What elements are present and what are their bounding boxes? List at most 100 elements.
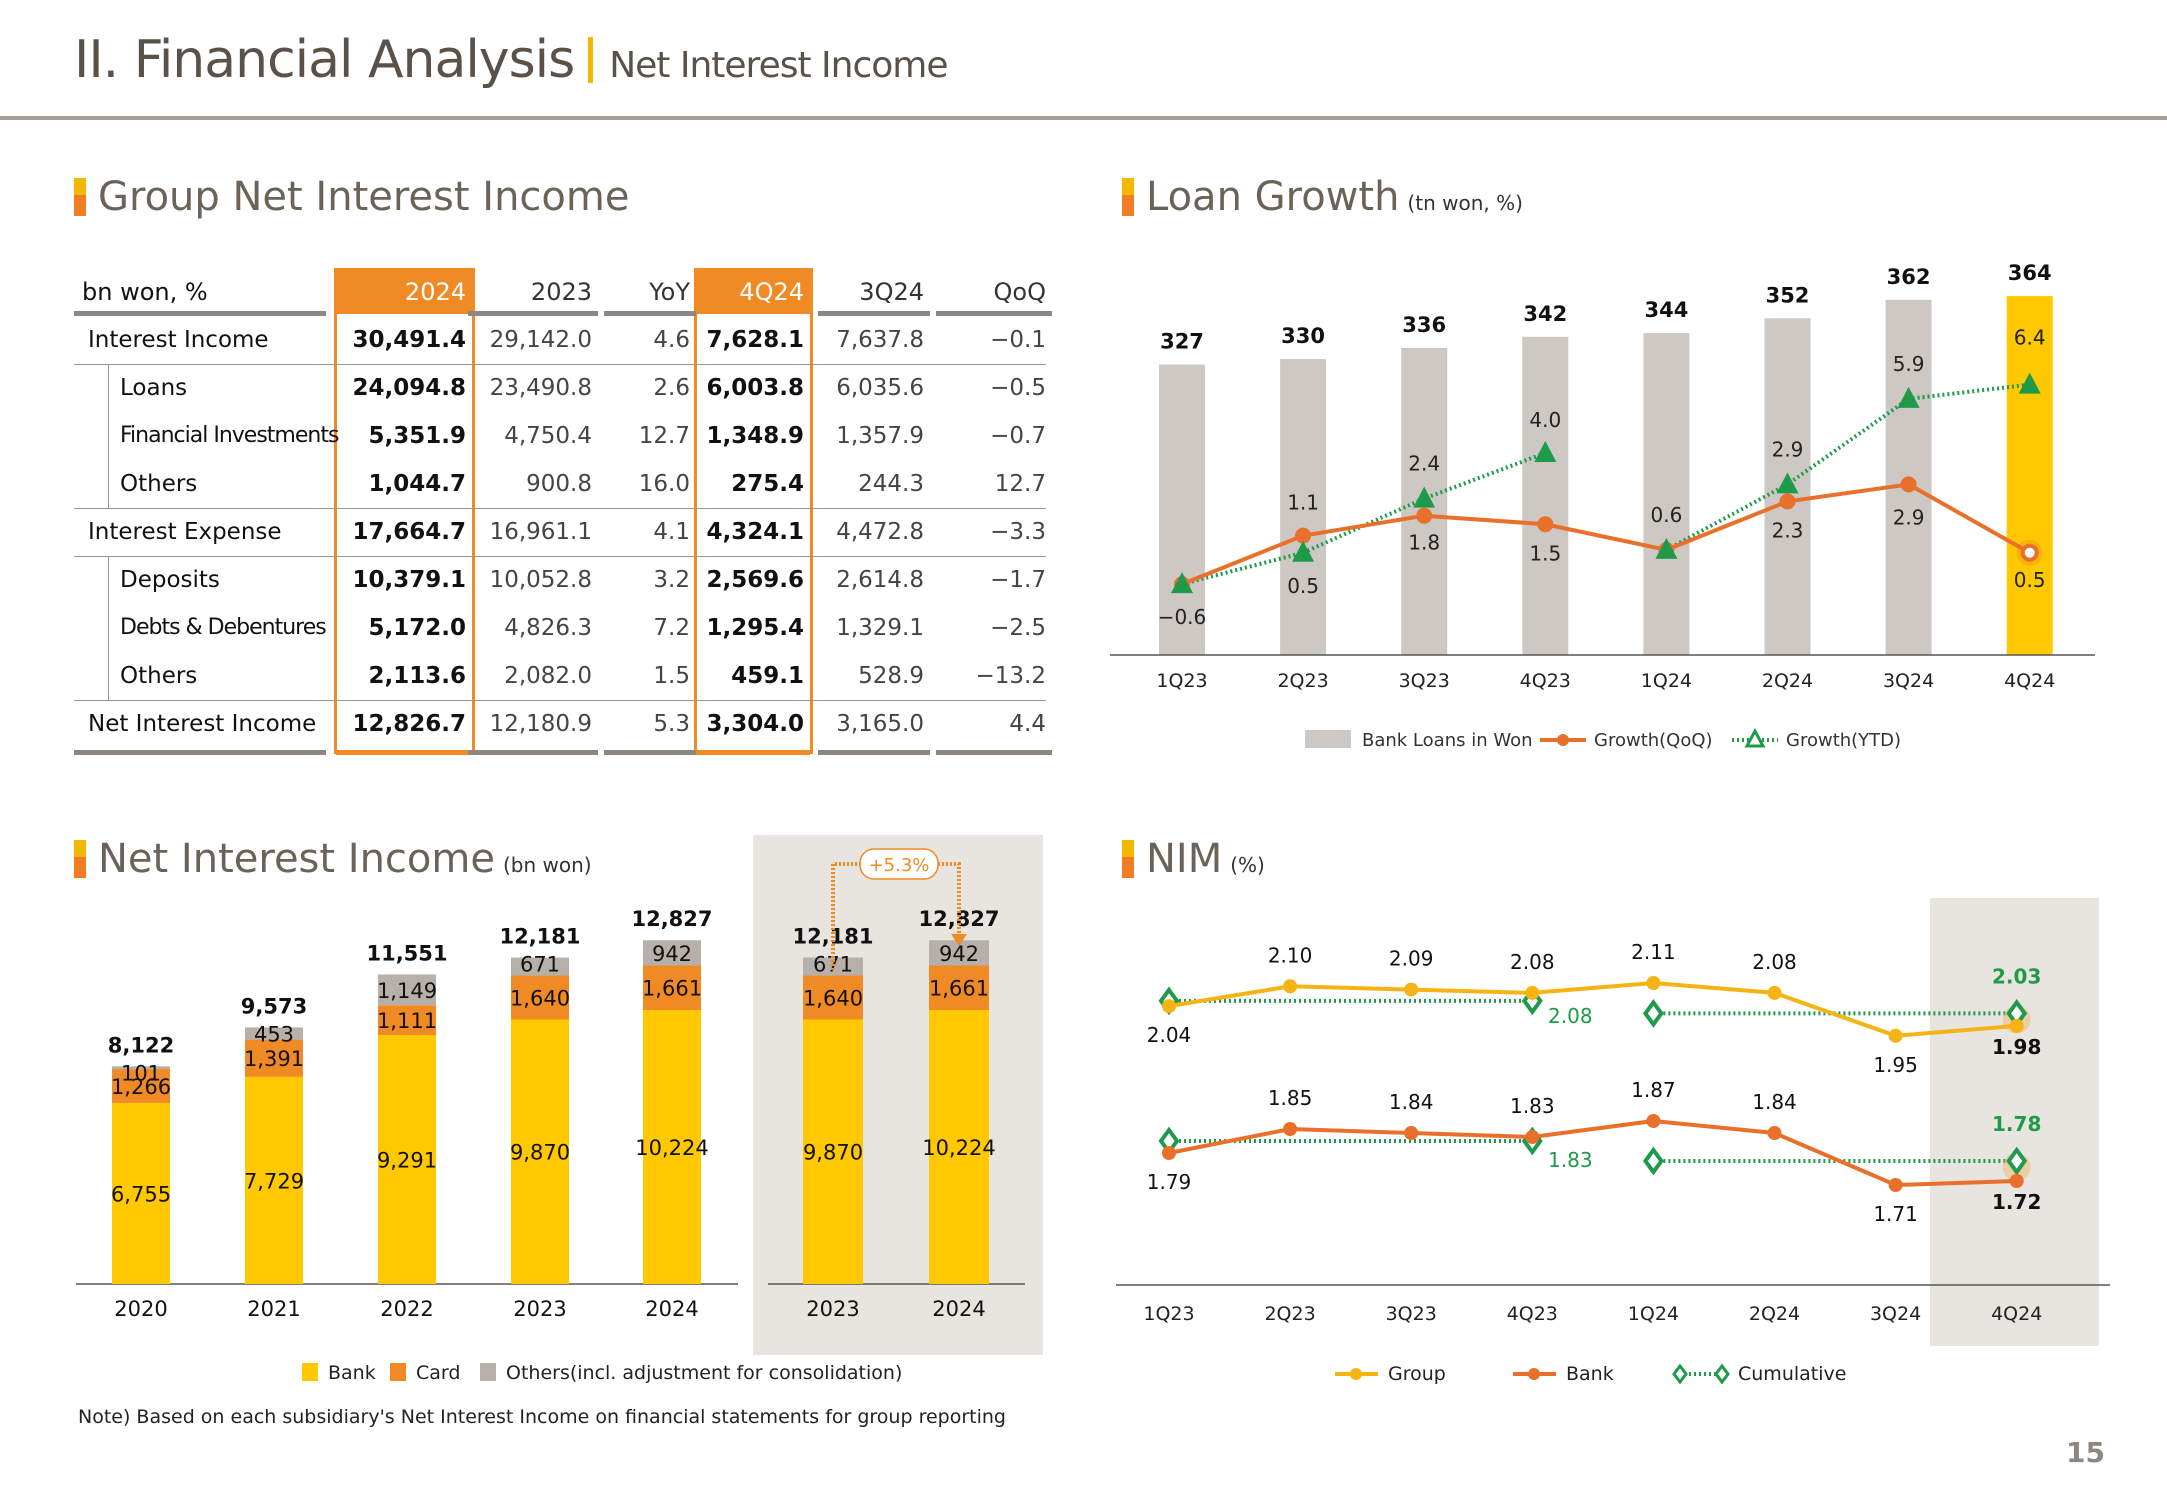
- nii-segment-label: 1,266: [111, 1075, 171, 1099]
- nii-x-tick-label: 2020: [114, 1297, 167, 1321]
- legend-label: Growth(YTD): [1786, 730, 1901, 751]
- loan-bar-value-label: 327: [1160, 330, 1204, 354]
- table-column-header: 2024: [404, 278, 466, 306]
- group-cumulative-point: [1642, 998, 1664, 1028]
- ytd-value-label: 5.9: [1893, 352, 1925, 376]
- ytd-value-label: 0.6: [1650, 503, 1682, 527]
- growth-arrow-left: [831, 862, 860, 970]
- table-cell: 3.2: [653, 567, 690, 593]
- section-title-loan-growth: Loan Growth (tn won, %): [1122, 174, 1523, 220]
- table-row: Financial Investments 5,351.9 4,750.4 12.7 1…: [74, 412, 1046, 460]
- compare-bar-segment-bank: [803, 1019, 863, 1284]
- table-cell: 12.7: [638, 423, 690, 449]
- compare-segment-label: 9,870: [803, 1141, 863, 1165]
- table-cell: −0.5: [990, 375, 1046, 401]
- table-cell: 7,628.1: [706, 327, 805, 353]
- nii-bar-segment-others: [112, 1066, 170, 1070]
- x-tick-label: 2Q24: [1749, 1303, 1800, 1325]
- bank-point: [1888, 1178, 1903, 1192]
- table-cell: 12,180.9: [489, 711, 592, 737]
- header-rule-segment: [604, 311, 696, 316]
- nim-chart: 1Q23 2Q23 3Q23 4Q23 1Q24 2Q24 3Q24 4Q24 2.04 2.10…: [1116, 898, 2110, 1385]
- bank-point: [1525, 1130, 1540, 1144]
- header-rule-segment: [468, 311, 598, 316]
- legend-cumulative-marker-icon: [1714, 1363, 1730, 1385]
- qoq-value-label: 1.5: [1529, 541, 1561, 565]
- table-cell: 2,614.8: [836, 567, 924, 593]
- table-cell: 10,052.8: [489, 567, 592, 593]
- ytd-point: [1655, 537, 1678, 559]
- table-cell: 7,637.8: [836, 327, 924, 353]
- nii-segment-label: 1,640: [510, 987, 570, 1011]
- section-title-text: Group Net Interest Income: [98, 174, 630, 220]
- legend-swatch-others: [480, 1363, 496, 1381]
- table-cell: 3,304.0: [706, 711, 805, 737]
- bank-point: [1162, 1146, 1176, 1160]
- compare-bar-segment-bank: [929, 1009, 989, 1284]
- growth-badge-label: +5.3%: [869, 855, 930, 876]
- page-subtitle: Net Interest Income: [609, 45, 948, 86]
- qoq-value-label: 1.8: [1408, 531, 1440, 555]
- group-point: [1888, 1028, 1903, 1043]
- table-cell: 4,826.3: [504, 615, 592, 641]
- legend-label: Bank: [1566, 1363, 1614, 1385]
- ytd-point: [1534, 441, 1557, 462]
- bank-point: [2009, 1174, 2024, 1188]
- nii-bar-segment-bank: [643, 1009, 701, 1284]
- group-value-label: 2.09: [1389, 947, 1434, 971]
- qoq-line: [1181, 482, 2031, 586]
- legend-ytd-marker-icon: [1744, 727, 1766, 748]
- loan-bar: [1280, 359, 1327, 655]
- bank-cumulative-label: 1.78: [1992, 1112, 2041, 1136]
- section-title-nim: NIM (%): [1122, 836, 1265, 882]
- table-unit-label: bn won, %: [82, 278, 208, 306]
- ytd-value-label: 2.9: [1772, 437, 1804, 461]
- x-tick-label: 1Q23: [1143, 1303, 1194, 1325]
- table-cell: 4,472.8: [836, 519, 924, 545]
- loan-bar: [2006, 296, 2053, 655]
- section-unit: (tn won, %): [1407, 191, 1523, 215]
- group-point: [1767, 985, 1782, 1000]
- table-cell: 23,490.8: [489, 375, 592, 401]
- loan-bar-value-label: 344: [1644, 298, 1688, 322]
- section-marker-icon: [1122, 840, 1134, 878]
- bank-cumulative-point: [2006, 1146, 2028, 1176]
- loan-bar: [1522, 336, 1569, 655]
- row-label: Interest Income: [88, 327, 269, 353]
- table-cell: 7.2: [653, 615, 690, 641]
- table-cell: 4,750.4: [504, 423, 592, 449]
- table-cell: 2.6: [653, 375, 690, 401]
- footer-rule-segment: [818, 750, 930, 755]
- bank-value-label: 1.72: [1992, 1190, 2041, 1214]
- loan-bar-value-label: 330: [1281, 324, 1325, 348]
- legend-group-marker-icon: [1350, 1368, 1362, 1380]
- table-cell: 30,491.4: [352, 327, 467, 353]
- nii-bar-segment-others: [511, 957, 569, 976]
- footer-rule-segment: [74, 750, 326, 755]
- ytd-value-label: −0.6: [1158, 605, 1207, 629]
- compare-x-tick-label: 2023: [806, 1297, 859, 1321]
- ytd-value-label: 6.4: [2014, 326, 2046, 350]
- table-row: Interest Expense 17,664.7 16,961.1 4.1 4,324…: [74, 508, 1046, 556]
- table-cell: 12,826.7: [352, 711, 467, 737]
- bank-point: [1404, 1126, 1419, 1140]
- nii-total-label: 9,573: [241, 994, 307, 1018]
- table-cell: 17,664.7: [352, 519, 467, 545]
- loan-growth-chart: 327 330 336 342 344 352 362 364 1Q23 2Q23 3Q23 4Q23…: [1110, 261, 2095, 751]
- x-tick-label: 2Q23: [1264, 1303, 1315, 1325]
- ytd-line: [1665, 382, 2030, 552]
- table-cell: 3,165.0: [836, 711, 924, 737]
- legend-bank-marker-icon: [1528, 1368, 1540, 1380]
- legend-swatch-bank: [302, 1363, 318, 1381]
- table-cell: 1,295.4: [706, 615, 805, 641]
- ytd-point: [1776, 472, 1799, 494]
- footer-rule-segment: [468, 750, 598, 755]
- table-cell: −2.5: [990, 615, 1046, 641]
- table-cell: 24,094.8: [352, 375, 467, 401]
- footer-rule-segment: [696, 750, 810, 755]
- nii-bar-segment-bank: [378, 1035, 436, 1284]
- ytd-value-label: 4.0: [1529, 408, 1561, 432]
- indent-line: [108, 364, 109, 508]
- page-title-text: II. Financial Analysis: [74, 30, 575, 90]
